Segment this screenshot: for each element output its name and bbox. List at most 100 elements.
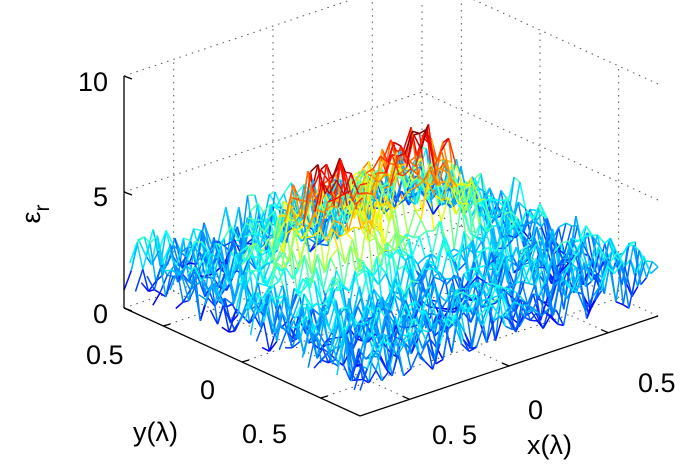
surface-segment <box>478 298 488 343</box>
surface-segment <box>401 235 410 240</box>
surface-segment <box>291 196 300 201</box>
surface-segment <box>441 176 451 202</box>
surface-segment <box>358 348 367 360</box>
surface-segment <box>406 254 416 284</box>
surface-segment <box>233 242 242 249</box>
surface-segment <box>332 345 341 364</box>
surface-segment <box>365 167 374 174</box>
y-tick-0.5: 0.5 <box>86 340 124 370</box>
axes <box>123 75 659 417</box>
surface-segment <box>590 235 600 271</box>
surface-segment <box>445 277 453 280</box>
surface-segment <box>469 293 476 297</box>
surface-segment <box>400 253 408 257</box>
surface-segment <box>333 329 343 349</box>
surface-segment <box>502 315 511 322</box>
surface-segment <box>519 181 527 209</box>
surface-segment <box>295 225 304 231</box>
surface-segment <box>415 286 425 309</box>
surface-segment <box>382 340 392 347</box>
surface-segment <box>351 313 360 336</box>
surface-segment <box>433 271 440 278</box>
surface-segment <box>486 276 495 297</box>
surface-segment <box>343 313 353 337</box>
surface-segment <box>243 233 252 238</box>
surface-segment <box>414 329 424 349</box>
surface-segment <box>381 333 390 338</box>
y-tick-neg-0.5: 0. 5 <box>242 419 287 449</box>
surface-segment <box>562 288 572 326</box>
grid-line-z-back-left <box>123 0 353 77</box>
surface-segment <box>235 308 243 316</box>
surface-segment <box>183 278 191 291</box>
surface-segment <box>553 242 562 254</box>
surface-segment <box>276 221 286 239</box>
surface-segment <box>420 183 429 220</box>
surface-segment <box>253 245 262 251</box>
surface-segment <box>293 304 302 322</box>
surface-segment <box>502 237 512 262</box>
surface-segment <box>171 269 180 276</box>
surface-segment <box>434 243 444 266</box>
surface-segment <box>292 184 302 219</box>
surface-segment <box>194 240 203 244</box>
surface-segment <box>266 285 275 295</box>
surface-segment <box>377 273 387 285</box>
surface-segment <box>283 182 292 195</box>
surface-segment <box>385 142 395 174</box>
surface-segment <box>186 266 196 275</box>
surface-segment <box>192 274 202 322</box>
surface-segment <box>431 268 440 273</box>
surface-segment <box>176 271 184 303</box>
surface-segment <box>536 226 545 249</box>
surface-segment <box>263 232 273 257</box>
surface-segment <box>222 305 232 324</box>
surface-segment <box>568 255 575 264</box>
surface-segment <box>252 227 262 249</box>
surface-segment <box>409 154 418 163</box>
surface-segment <box>440 251 449 280</box>
surface-segment <box>563 225 573 255</box>
surface-segment <box>310 163 319 173</box>
surface-segment <box>431 294 440 314</box>
surface-segment <box>178 256 187 267</box>
surface-segment <box>577 292 586 311</box>
surface-segment <box>261 285 271 300</box>
surface-segment <box>390 282 400 312</box>
surface-segment <box>446 275 455 285</box>
surface-segment <box>423 162 433 178</box>
surface-segment <box>402 250 411 257</box>
surface-segment <box>359 182 368 186</box>
surface-segment <box>352 184 361 202</box>
surface-segment <box>283 294 292 343</box>
surface-segment <box>440 316 450 328</box>
surface-segment <box>503 210 512 216</box>
surface-segment <box>316 254 325 290</box>
surface-segment <box>172 244 182 253</box>
surface-segment <box>262 296 272 323</box>
surface-segment <box>140 282 150 292</box>
surface-segment <box>182 289 191 303</box>
surface-segment <box>339 232 347 238</box>
surface-segment <box>358 305 368 336</box>
z-axis-label: εr <box>16 204 54 223</box>
surface-segment <box>257 282 266 287</box>
surface-segment <box>479 201 487 235</box>
surface-segment <box>410 337 420 355</box>
surface-segment <box>217 207 227 242</box>
surface-segment <box>268 262 278 287</box>
surface-segment <box>636 260 646 287</box>
surface-segment <box>570 287 579 294</box>
surface-segment <box>412 273 422 289</box>
surface-segment <box>485 305 494 343</box>
surface-segment <box>201 281 209 299</box>
surface-segment <box>540 248 549 275</box>
surface-segment <box>583 262 591 309</box>
surface-segment <box>466 307 474 310</box>
surface-segment <box>383 185 391 190</box>
surface-segment <box>327 198 336 203</box>
surface-segment <box>472 182 482 202</box>
surface-segment <box>478 264 486 269</box>
surface-segment <box>447 251 455 276</box>
surface-segment <box>336 330 345 376</box>
